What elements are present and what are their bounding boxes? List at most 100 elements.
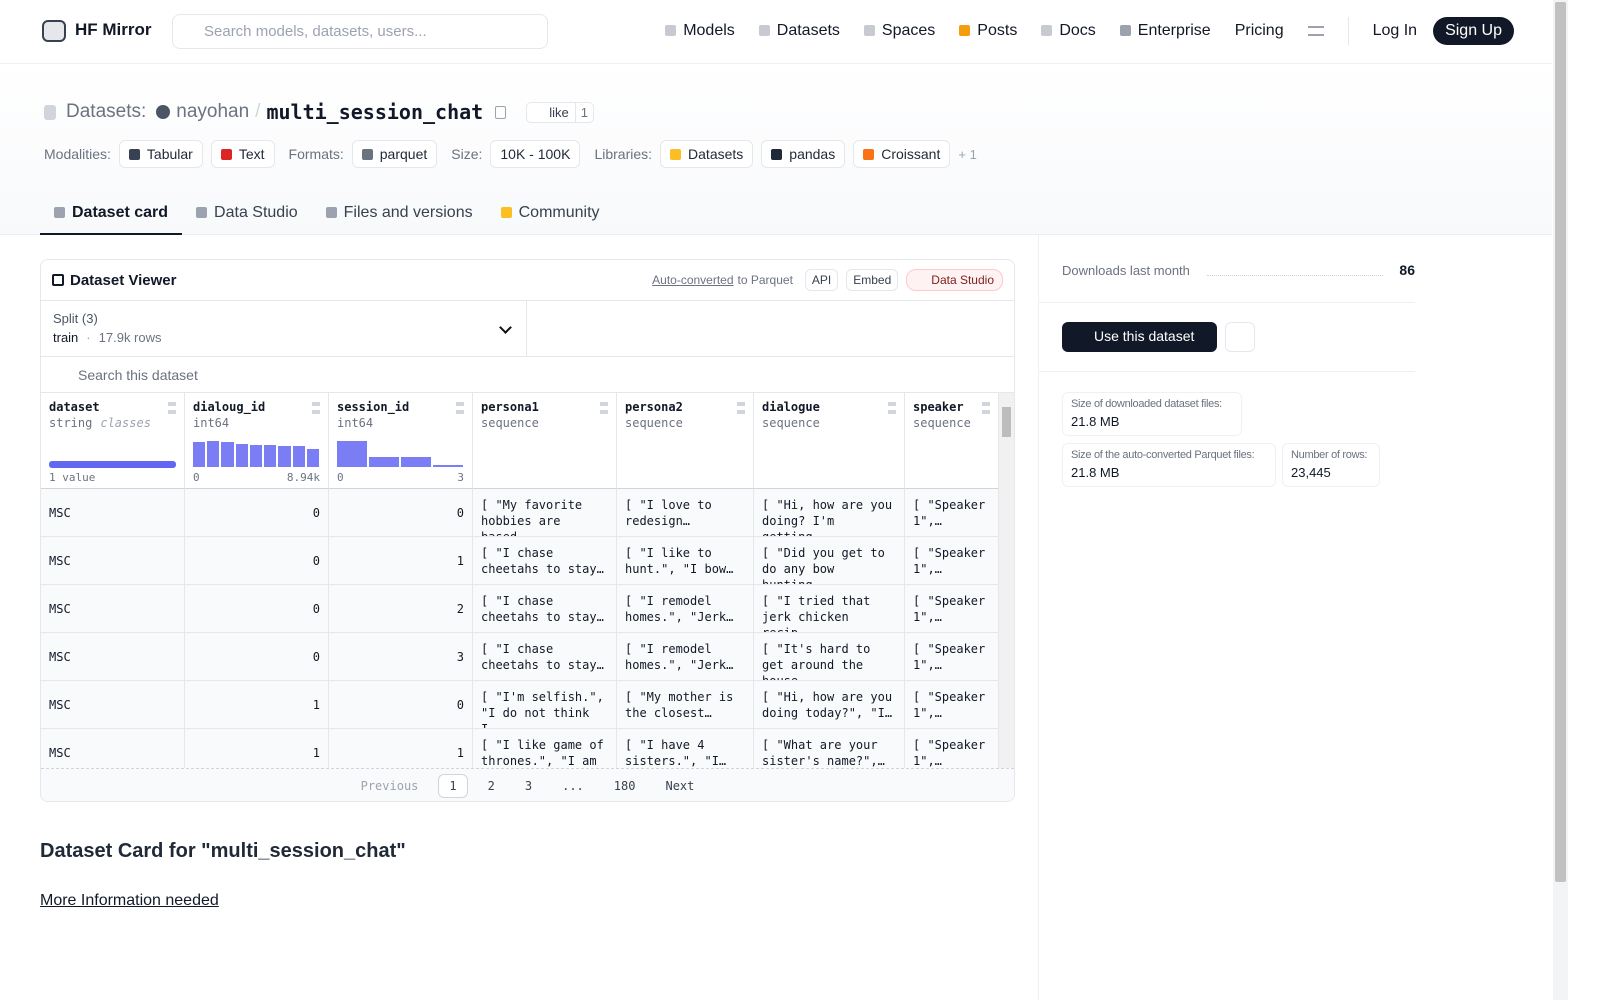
tag[interactable]: Text xyxy=(210,140,275,168)
avatar xyxy=(156,105,171,119)
owner[interactable]: nayohan xyxy=(176,101,250,122)
histogram-bar xyxy=(401,456,431,467)
cell: [ "My mother is the closest… xyxy=(617,681,754,729)
sort-icon xyxy=(456,402,464,414)
split-select[interactable]: Split (3) train · 17.9k rows xyxy=(41,301,527,357)
viewer-search[interactable]: Search this dataset xyxy=(41,356,1014,392)
more-tags[interactable]: + 1 xyxy=(958,146,977,162)
next[interactable]: Next xyxy=(665,778,695,793)
page[interactable]: 3 xyxy=(524,778,533,793)
column-header[interactable]: persona2 sequence xyxy=(617,393,754,489)
column-type: int64 xyxy=(193,416,320,430)
card-link[interactable]: More Information needed xyxy=(40,892,219,909)
tag-text: Text xyxy=(238,146,265,162)
icon xyxy=(54,207,65,218)
summary: 1 value xyxy=(49,471,96,484)
cell: 0 xyxy=(185,489,329,537)
cell: 1 xyxy=(329,537,473,585)
table-row[interactable]: MSC 0 2[ "I chase cheetahs to stay…[ "I re… xyxy=(41,585,999,633)
use-dataset-button[interactable]: Use this dataset xyxy=(1062,322,1217,352)
range-min: 0 xyxy=(337,471,344,484)
tag-row: Modalities: Tabular Text Formats: parquet Siz… xyxy=(44,140,977,168)
tag-text: Datasets xyxy=(688,146,744,162)
nav-link[interactable]: Docs xyxy=(1041,22,1096,40)
tag[interactable]: Tabular xyxy=(118,140,203,168)
tag[interactable]: Croissant xyxy=(853,140,951,168)
column-header[interactable]: dialoug_id int64 0 8.94k xyxy=(185,393,329,489)
nav-link[interactable]: Spaces xyxy=(863,22,935,40)
previous: Previous xyxy=(360,778,419,793)
histogram-bar xyxy=(369,456,399,467)
cell: 1 xyxy=(185,681,329,729)
viewer-button[interactable]: Embed xyxy=(846,269,899,291)
column-header[interactable]: dialogue sequence xyxy=(754,393,905,489)
search-box[interactable]: Search models, datasets, users... xyxy=(172,14,548,49)
split-row: Split (3) train · 17.9k rows xyxy=(41,300,1014,357)
column-header[interactable]: speaker sequence xyxy=(905,393,999,489)
tab[interactable]: Community xyxy=(487,194,614,235)
viewer-button[interactable]: API xyxy=(804,269,839,291)
cell: [ "Hi, how are you doing today?", "I… xyxy=(754,681,905,729)
tag[interactable]: Datasets xyxy=(660,140,754,168)
nav-link[interactable]: Pricing xyxy=(1235,22,1284,40)
auto-converted[interactable]: Auto-converted xyxy=(652,273,734,287)
nav-link[interactable]: Enterprise xyxy=(1119,22,1211,40)
cell: 2 xyxy=(329,585,473,633)
menu-icon[interactable] xyxy=(1307,26,1324,36)
viewer-button[interactable]: Data Studio xyxy=(906,269,1003,291)
column-header[interactable]: dataset string classes 1 value xyxy=(41,393,185,489)
cell: [ "I like to hunt.", "I bow… xyxy=(617,537,754,585)
signup[interactable]: Sign Up xyxy=(1433,17,1514,45)
type: int64 xyxy=(337,416,374,430)
nav-link[interactable]: Models xyxy=(665,22,735,40)
tag[interactable]: pandas xyxy=(761,140,846,168)
tag-text: 10K - 100K xyxy=(500,146,571,162)
tag[interactable]: parquet xyxy=(351,140,438,168)
table-row[interactable]: MSC 0 3[ "I chase cheetahs to stay…[ "I re… xyxy=(41,633,999,681)
nav-link[interactable]: Posts xyxy=(959,22,1017,40)
cell: [ "What are your sister's name?",… xyxy=(754,729,905,768)
page[interactable]: ... xyxy=(562,778,584,793)
nav-link[interactable]: Datasets xyxy=(758,22,840,40)
type: sequence xyxy=(625,416,683,430)
column-name: speaker xyxy=(913,400,964,414)
brand[interactable]: HF Mirror xyxy=(75,20,152,39)
card-title: Dataset Card for "multi_session_chat" xyxy=(40,840,406,862)
stat-label: Size of downloaded dataset files: xyxy=(1071,398,1222,410)
db-icon xyxy=(44,104,56,120)
cell: 0 xyxy=(185,537,329,585)
cell: 0 xyxy=(185,585,329,633)
histogram-bar xyxy=(306,448,319,467)
stat-box: Number of rows: 23,445 xyxy=(1282,443,1380,487)
like-label: like xyxy=(549,104,569,120)
column-name: dialogue xyxy=(762,400,820,414)
tag-group-label: Formats: xyxy=(288,146,344,162)
column-header[interactable]: persona1 sequence xyxy=(473,393,617,489)
icon xyxy=(1041,25,1053,36)
split-separator: · xyxy=(86,330,91,345)
page[interactable]: 2 xyxy=(487,778,495,793)
viewer-title: Dataset Viewer xyxy=(70,271,177,289)
split-rows: 17.9k rows xyxy=(98,330,162,345)
page[interactable]: 180 xyxy=(613,778,636,793)
more-button[interactable] xyxy=(1225,322,1255,352)
table-row[interactable]: MSC 1 1[ "I like game of thrones.", "I am … xyxy=(41,729,999,768)
range-max: 8.94k xyxy=(286,471,320,484)
title-row: Datasets: nayohan / multi_session_chat like 1 xyxy=(44,100,594,124)
copy-icon[interactable] xyxy=(495,105,507,119)
tab[interactable]: Data Studio xyxy=(182,194,312,235)
table-row[interactable]: MSC 1 0[ "I'm selfish.", "I do not think I… xyxy=(41,681,999,729)
icon xyxy=(220,149,232,160)
tag[interactable]: 10K - 100K xyxy=(490,140,581,168)
tab[interactable]: Dataset card xyxy=(40,194,183,235)
dataset-header: Datasets: nayohan / multi_session_chat like 1… xyxy=(0,64,1552,235)
like-button[interactable]: like 1 xyxy=(526,101,594,123)
page[interactable]: 1 xyxy=(438,773,468,798)
tab[interactable]: Files and versions xyxy=(312,194,487,235)
table-row[interactable]: MSC 0 1[ "I chase cheetahs to stay…[ "I li… xyxy=(41,537,999,585)
table-row[interactable]: MSC 0 0[ "My favorite hobbies are based…[ … xyxy=(41,489,999,537)
stat-value: 23,445 xyxy=(1291,465,1331,480)
login[interactable]: Log In xyxy=(1372,22,1418,39)
column-header[interactable]: session_id int64 0 3 xyxy=(329,393,473,489)
